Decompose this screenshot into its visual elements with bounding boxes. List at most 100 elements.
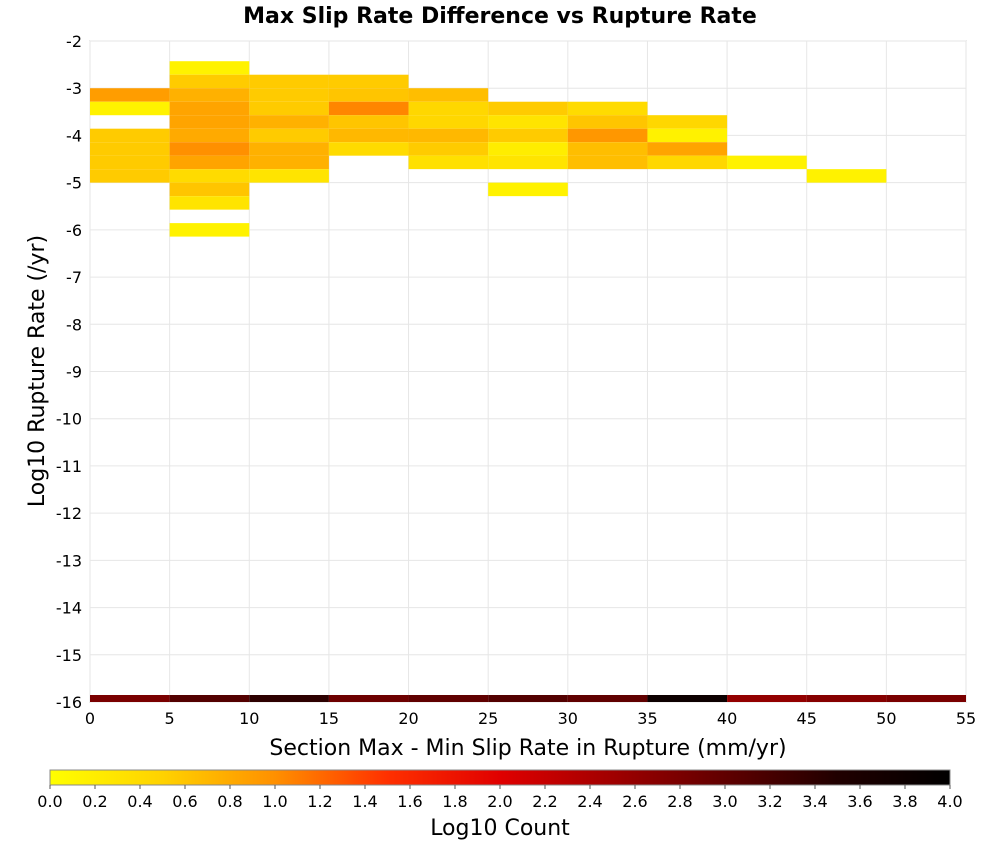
heatmap-bottom-cell xyxy=(886,695,966,702)
colorbar-tick-label: 0.2 xyxy=(82,792,107,811)
colorbar xyxy=(49,769,951,786)
x-tick-label: 20 xyxy=(398,709,418,728)
heatmap-cell xyxy=(169,115,250,129)
y-tick-label: -16 xyxy=(56,693,82,712)
heatmap-cell xyxy=(169,155,250,170)
heatmap-cell xyxy=(249,155,329,170)
x-axis-label: Section Max - Min Slip Rate in Rupture (… xyxy=(269,736,786,761)
y-tick-label: -7 xyxy=(66,268,82,287)
y-tick-label: -10 xyxy=(56,410,82,429)
y-tick-label: -3 xyxy=(66,79,82,98)
y-tick-label: -5 xyxy=(66,174,82,193)
chart-title: Max Slip Rate Difference vs Rupture Rate xyxy=(243,4,757,29)
heatmap-cell xyxy=(328,128,409,143)
heatmap-cell xyxy=(169,142,250,156)
x-tick-label: 55 xyxy=(956,709,976,728)
colorbar-tick-label: 2.6 xyxy=(622,792,647,811)
heatmap-cell xyxy=(90,155,170,170)
heatmap-bottom-cell xyxy=(567,695,648,702)
heatmap-cell xyxy=(169,74,250,89)
heatmap-bottom-cell xyxy=(408,695,489,702)
heatmap-cell xyxy=(328,88,409,102)
y-tick-label: -6 xyxy=(66,221,82,240)
heatmap-cell xyxy=(488,115,568,129)
x-tick-label: 40 xyxy=(717,709,737,728)
colorbar-tick-label: 4.0 xyxy=(937,792,962,811)
y-tick-label: -8 xyxy=(66,315,82,334)
heatmap-cell xyxy=(488,155,568,170)
heatmap-bottom-cell xyxy=(727,695,807,702)
y-tick-label: -14 xyxy=(56,599,82,618)
heatmap-cell xyxy=(727,155,807,170)
x-tick-label: 10 xyxy=(239,709,259,728)
heatmap-cell xyxy=(567,115,648,129)
colorbar-tick-label: 0.0 xyxy=(37,792,62,811)
colorbar-tick-label: 0.8 xyxy=(217,792,242,811)
colorbar-tick-label: 0.6 xyxy=(172,792,197,811)
heatmap-cell xyxy=(488,142,568,156)
heatmap-cell xyxy=(90,142,170,156)
y-axis-label: Log10 Rupture Rate (/yr) xyxy=(25,235,50,507)
colorbar-tick-label: 3.4 xyxy=(802,792,827,811)
heatmap-cell xyxy=(408,142,489,156)
heatmap-bottom-cell xyxy=(249,695,329,702)
heatmap-cell xyxy=(249,128,329,143)
heatmap-cell xyxy=(488,128,568,143)
x-tick-label: 50 xyxy=(876,709,896,728)
heatmap-cell xyxy=(169,61,250,75)
y-tick-label: -2 xyxy=(66,32,82,51)
heatmap-cell xyxy=(567,101,648,116)
heatmap-cell xyxy=(567,128,648,143)
heatmap-cell xyxy=(408,128,489,143)
colorbar-tick-label: 1.4 xyxy=(352,792,377,811)
heatmap-bottom-cell xyxy=(328,695,409,702)
x-tick-label: 30 xyxy=(558,709,578,728)
heatmap-cell xyxy=(90,169,170,183)
heatmap-cell xyxy=(328,101,409,116)
heatmap-cell xyxy=(90,128,170,143)
heatmap-cell xyxy=(488,182,568,197)
heatmap-cell xyxy=(249,74,329,89)
heatmap-cell xyxy=(488,101,568,116)
heatmap-cell xyxy=(567,142,648,156)
heatmap-cell xyxy=(249,169,329,183)
heatmap-cell xyxy=(647,142,728,156)
heatmap-cell xyxy=(169,182,250,197)
colorbar-tick-label: 3.0 xyxy=(712,792,737,811)
heatmap-cell xyxy=(169,101,250,116)
y-tick-label: -13 xyxy=(56,551,82,570)
colorbar-tick-label: 1.0 xyxy=(262,792,287,811)
y-tick-label: -15 xyxy=(56,646,82,665)
heatmap-cell xyxy=(328,115,409,129)
colorbar-tick-label: 2.8 xyxy=(667,792,692,811)
x-tick-label: 35 xyxy=(637,709,657,728)
colorbar-label: Log10 Count xyxy=(430,816,570,841)
heatmap-cell xyxy=(647,155,728,170)
x-tick-label: 45 xyxy=(797,709,817,728)
heatmap-cell xyxy=(647,115,728,129)
colorbar-tick-label: 0.4 xyxy=(127,792,152,811)
heatmap-bottom-cell xyxy=(90,695,170,702)
heatmap-cell xyxy=(408,115,489,129)
colorbar-tick-label: 2.0 xyxy=(487,792,512,811)
heatmap-bottom-cell xyxy=(647,695,728,702)
heatmap-cell xyxy=(806,169,887,183)
heatmap-cell xyxy=(169,169,250,183)
heatmap-cell xyxy=(328,74,409,89)
x-tick-label: 25 xyxy=(478,709,498,728)
heatmap-cell xyxy=(169,88,250,102)
x-tick-label: 0 xyxy=(85,709,95,728)
colorbar-tick-label: 3.6 xyxy=(847,792,872,811)
colorbar-tick-label: 3.2 xyxy=(757,792,782,811)
heatmap-bottom-cell xyxy=(169,695,250,702)
heatmap-cell xyxy=(567,155,648,170)
colorbar-tick-label: 1.8 xyxy=(442,792,467,811)
heatmap-cell xyxy=(169,128,250,143)
heatmap-cell xyxy=(408,101,489,116)
colorbar-tick-label: 2.2 xyxy=(532,792,557,811)
heatmap-cell xyxy=(328,142,409,156)
y-tick-label: -9 xyxy=(66,363,82,382)
heatmap-cell xyxy=(169,196,250,210)
heatmap-cell xyxy=(90,101,170,116)
